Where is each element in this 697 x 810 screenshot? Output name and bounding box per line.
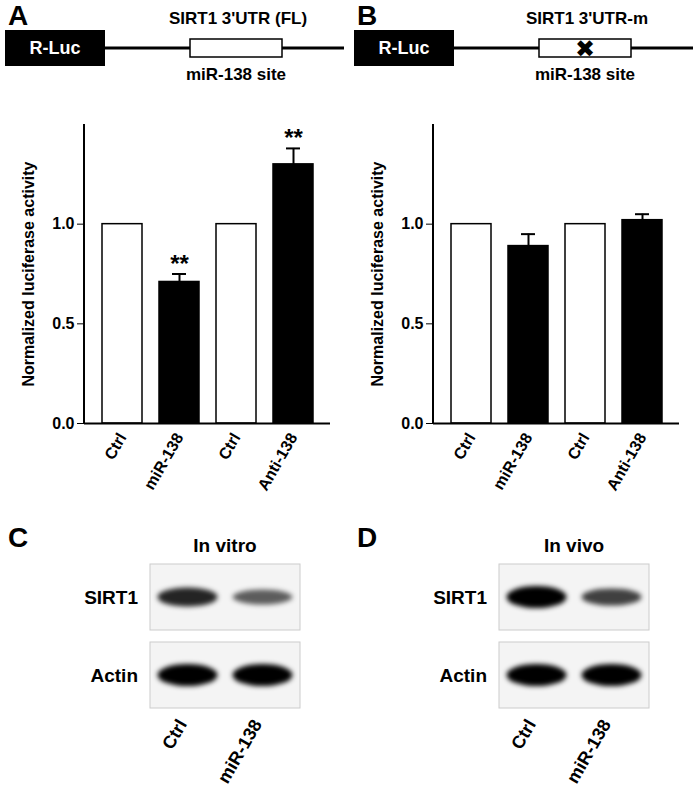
svg-text:Ctrl: Ctrl [158, 716, 191, 753]
svg-text:Anti-138: Anti-138 [603, 430, 649, 493]
html-text:D: D [357, 522, 378, 553]
svg-text:miR-138 site: miR-138 site [535, 65, 635, 84]
svg-text:✖: ✖ [575, 35, 595, 62]
svg-text:In vivo: In vivo [544, 535, 604, 556]
svg-text:Ctrl: Ctrl [507, 716, 540, 753]
svg-text:Ctrl: Ctrl [101, 430, 130, 462]
svg-text:miR-138 site: miR-138 site [186, 65, 286, 84]
svg-text:SIRT1: SIRT1 [84, 587, 138, 608]
svg-text:miR-138: miR-138 [141, 430, 187, 492]
svg-text:In vitro: In vitro [193, 535, 256, 556]
svg-text:Normalized luciferase activity: Normalized luciferase activity [369, 161, 386, 386]
svg-text:Normalized luciferase activity: Normalized luciferase activity [20, 161, 37, 386]
svg-text:0.0: 0.0 [52, 415, 74, 432]
svg-text:Actin: Actin [440, 665, 488, 686]
svg-text:0.0: 0.0 [401, 415, 423, 432]
svg-text:miR-138: miR-138 [490, 430, 536, 492]
svg-text:Actin: Actin [91, 665, 139, 686]
svg-text:Ctrl: Ctrl [564, 430, 593, 462]
svg-text:**: ** [170, 250, 189, 277]
svg-text:SIRT1: SIRT1 [433, 587, 487, 608]
html-text:A: A [8, 0, 29, 31]
svg-text:miR-138: miR-138 [214, 716, 266, 787]
svg-text:**: ** [284, 124, 303, 151]
svg-text:0.5: 0.5 [401, 315, 423, 332]
svg-text:R-Luc: R-Luc [30, 38, 81, 58]
html-text:B: B [357, 0, 378, 31]
svg-text:SIRT1 3'UTR-m: SIRT1 3'UTR-m [526, 9, 648, 28]
svg-text:1.0: 1.0 [401, 215, 423, 232]
svg-text:0.5: 0.5 [52, 315, 74, 332]
svg-text:miR-138: miR-138 [563, 716, 615, 787]
svg-text:R-Luc: R-Luc [379, 38, 430, 58]
svg-text:Anti-138: Anti-138 [254, 430, 300, 493]
svg-text:Ctrl: Ctrl [450, 430, 479, 462]
svg-text:SIRT1 3'UTR (FL): SIRT1 3'UTR (FL) [169, 9, 307, 28]
svg-text:Ctrl: Ctrl [215, 430, 244, 462]
html-text:C: C [8, 522, 29, 553]
svg-text:1.0: 1.0 [52, 215, 74, 232]
